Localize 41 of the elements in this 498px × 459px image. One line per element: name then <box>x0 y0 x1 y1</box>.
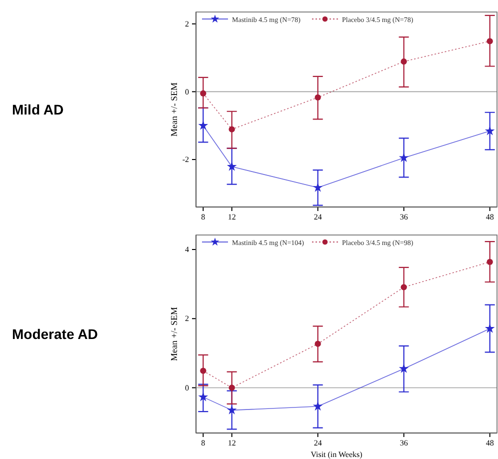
point <box>314 340 321 347</box>
point <box>314 94 321 101</box>
point <box>198 392 208 402</box>
point <box>200 90 206 96</box>
y-tick-label: 2 <box>185 314 189 324</box>
x-tick-label: 36 <box>400 438 408 448</box>
point <box>312 401 323 411</box>
point <box>198 120 208 130</box>
x-tick-label: 8 <box>201 212 206 222</box>
point <box>486 258 493 266</box>
point <box>400 58 407 65</box>
text: Moderate AD <box>12 326 98 342</box>
x-tick-label: 48 <box>486 438 494 448</box>
x-axis-title: Visit (in Weeks) <box>310 450 363 459</box>
point <box>486 38 493 44</box>
y-axis-title: Mean +/- SEM <box>169 82 179 137</box>
x-tick-label: 36 <box>400 212 408 222</box>
point <box>226 405 237 414</box>
y-tick-label: 2 <box>185 19 189 28</box>
point <box>398 152 409 162</box>
y-tick-label: -2 <box>182 155 189 164</box>
x-tick-label: 24 <box>314 438 322 448</box>
point <box>200 368 206 374</box>
point <box>484 323 495 333</box>
x-tick-label: 12 <box>228 212 236 222</box>
point <box>226 161 237 171</box>
point <box>228 126 235 132</box>
y-tick-label: 4 <box>185 245 189 254</box>
x-tick-label: 12 <box>228 438 236 448</box>
x-tick-label: 48 <box>486 212 494 222</box>
x-tick-label: 24 <box>314 212 322 222</box>
y-tick-label: 0 <box>185 383 189 392</box>
y-axis-title: Mean +/- SEM <box>169 306 179 362</box>
text: Mild AD <box>12 102 64 118</box>
x-tick-label: 8 <box>201 438 206 448</box>
point <box>484 126 495 136</box>
point <box>400 284 407 290</box>
point <box>312 182 323 192</box>
point <box>398 364 409 373</box>
y-tick-label: 0 <box>185 87 189 96</box>
point <box>228 384 235 391</box>
